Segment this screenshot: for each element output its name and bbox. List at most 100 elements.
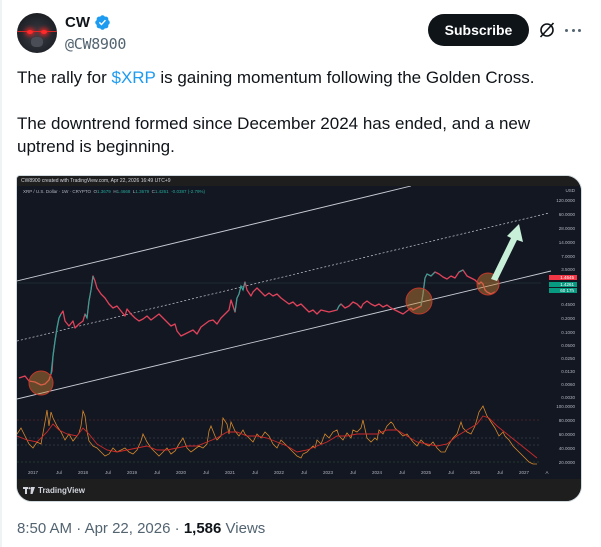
time-tick: Jul <box>350 470 356 475</box>
time-tick: 2020 <box>175 470 187 475</box>
tweet-text: The rally for $XRP is gaining momentum f… <box>17 66 577 158</box>
ohlc-label: L <box>132 189 136 194</box>
symbol-label: XRP / U.S. Dollar · 1W · CRYPTO <box>23 189 92 194</box>
tweet-date[interactable]: Apr 22, 2026 <box>84 520 171 537</box>
views-label: Views <box>225 520 266 537</box>
price-tag-green: 1.4261 <box>549 282 577 287</box>
chart-footer: TradingView <box>17 479 581 501</box>
dot <box>578 28 581 32</box>
time-tick: 2024 <box>371 470 383 475</box>
time-tick: 2027 <box>518 470 530 475</box>
author-handle[interactable]: @CW8900 <box>65 35 127 53</box>
time-tick: 2018 <box>77 470 89 475</box>
time-tick: 2023 <box>322 470 334 475</box>
ohlc-high: 1.4668 <box>116 189 131 194</box>
tweet-paragraph-2: The downtrend formed since December 2024… <box>17 114 531 156</box>
price-axis[interactable]: USD 120.0000 60.0000 28.0000 14.0000 7.0… <box>539 186 581 479</box>
dot <box>571 28 575 32</box>
upper-channel-line <box>17 186 412 282</box>
ohlc-open: 1.3679 <box>97 189 111 194</box>
tradingview-icon <box>23 487 35 494</box>
ohlc-change: -0.0387 (-2.79%) <box>171 189 205 194</box>
price-tick: 0.0030 <box>561 395 575 400</box>
column-border <box>0 0 2 547</box>
uptrend-arrow <box>491 224 523 281</box>
price-tick: 0.0250 <box>561 356 575 361</box>
tradingview-label: TradingView <box>38 486 85 495</box>
avatar-eye <box>27 30 33 34</box>
chart-watermark-header: CW8900 created with TradingView.com, Apr… <box>17 176 581 186</box>
price-tick: 0.2000 <box>561 316 575 321</box>
time-tick: 2021 <box>224 470 236 475</box>
ohlc-close: 1.4261 <box>154 189 169 194</box>
display-name[interactable]: CW <box>65 14 90 31</box>
time-tick: Jul <box>448 470 454 475</box>
subscribe-button[interactable]: Subscribe <box>428 14 529 46</box>
rsi-tick: 60.0000 <box>558 432 575 437</box>
chart-image[interactable]: CW8900 created with TradingView.com, Apr… <box>16 175 582 502</box>
time-tick: Jul <box>203 470 209 475</box>
time-tick: 2026 <box>469 470 481 475</box>
avatar-snout <box>31 37 43 47</box>
time-tick: 2019 <box>126 470 138 475</box>
ohlc-label: O <box>93 189 98 194</box>
grok-icon[interactable] <box>538 21 556 39</box>
time-tick: 2025 <box>420 470 432 475</box>
price-chart-plot <box>17 186 552 465</box>
rsi-tick: 20.0000 <box>558 460 575 465</box>
highlight-circle-2017 <box>28 370 54 396</box>
lower-channel-line <box>17 270 552 400</box>
price-tick: 0.4500 <box>561 302 575 307</box>
more-options-icon[interactable] <box>565 22 581 38</box>
time-tick: Jul <box>252 470 258 475</box>
symbol-ohlc-line: XRP / U.S. Dollar · 1W · CRYPTO O1.3679 … <box>23 189 205 194</box>
separator: · <box>174 520 180 537</box>
tweet-paragraph-1: The rally for $XRP is gaining momentum f… <box>17 66 577 89</box>
avatar-eye <box>41 30 47 34</box>
time-tick: Jul <box>399 470 405 475</box>
views-count: 1,586 <box>183 520 222 537</box>
cashtag-link[interactable]: $XRP <box>111 68 156 87</box>
text-segment: The rally for <box>17 68 112 87</box>
time-tick: Jul <box>105 470 111 475</box>
price-tick: 0.0130 <box>561 369 575 374</box>
tweet-meta: 8:50 AM · Apr 22, 2026 · 1,586 Views <box>17 520 265 537</box>
price-tick: 3.5000 <box>561 267 575 272</box>
rsi-tick: 80.0000 <box>558 418 575 423</box>
tweet-time[interactable]: 8:50 AM <box>17 520 73 537</box>
price-tag-red: 1.4645 <box>549 275 577 280</box>
price-tick: 14.0000 <box>558 240 575 245</box>
ohlc-label: H <box>113 189 117 194</box>
price-tick: 120.0000 <box>556 198 575 203</box>
currency-label: USD <box>565 188 575 193</box>
price-tick: 28.0000 <box>558 226 575 231</box>
tradingview-logo: TradingView <box>23 486 85 495</box>
time-tick: Jul <box>154 470 160 475</box>
ohlc-label: C <box>151 189 155 194</box>
price-tick: 0.1000 <box>561 330 575 335</box>
price-tick: 7.0000 <box>561 254 575 259</box>
time-tick: Jul <box>301 470 307 475</box>
text-segment: is gaining momentum following the Golden… <box>155 68 535 87</box>
verified-badge-icon <box>95 15 110 30</box>
price-tick: 60.0000 <box>558 212 575 217</box>
ohlc-low: 1.3679 <box>135 189 150 194</box>
chart-body: XRP / U.S. Dollar · 1W · CRYPTO O1.3679 … <box>17 186 581 479</box>
time-tick: Jul <box>56 470 62 475</box>
avatar[interactable] <box>17 13 57 53</box>
time-tick: 2022 <box>273 470 285 475</box>
dot <box>565 28 568 32</box>
time-tick: 2017 <box>27 470 39 475</box>
price-tick: 0.0500 <box>561 343 575 348</box>
author-name-row[interactable]: CW <box>65 14 111 31</box>
avatar-laser <box>17 31 57 32</box>
highlight-circle-2024 <box>405 287 433 315</box>
price-tick: 0.0060 <box>561 382 575 387</box>
time-axis[interactable]: 2017 Jul 2018 Jul 2019 Jul 2020 Jul 2021… <box>17 467 549 479</box>
mid-channel-line <box>17 212 550 342</box>
rsi-tick: 40.0000 <box>558 446 575 451</box>
rsi-tick: 100.0000 <box>556 404 575 409</box>
time-tick: A <box>545 470 549 475</box>
separator: · <box>76 520 82 537</box>
price-tag-countdown: 60 17h <box>549 288 577 293</box>
